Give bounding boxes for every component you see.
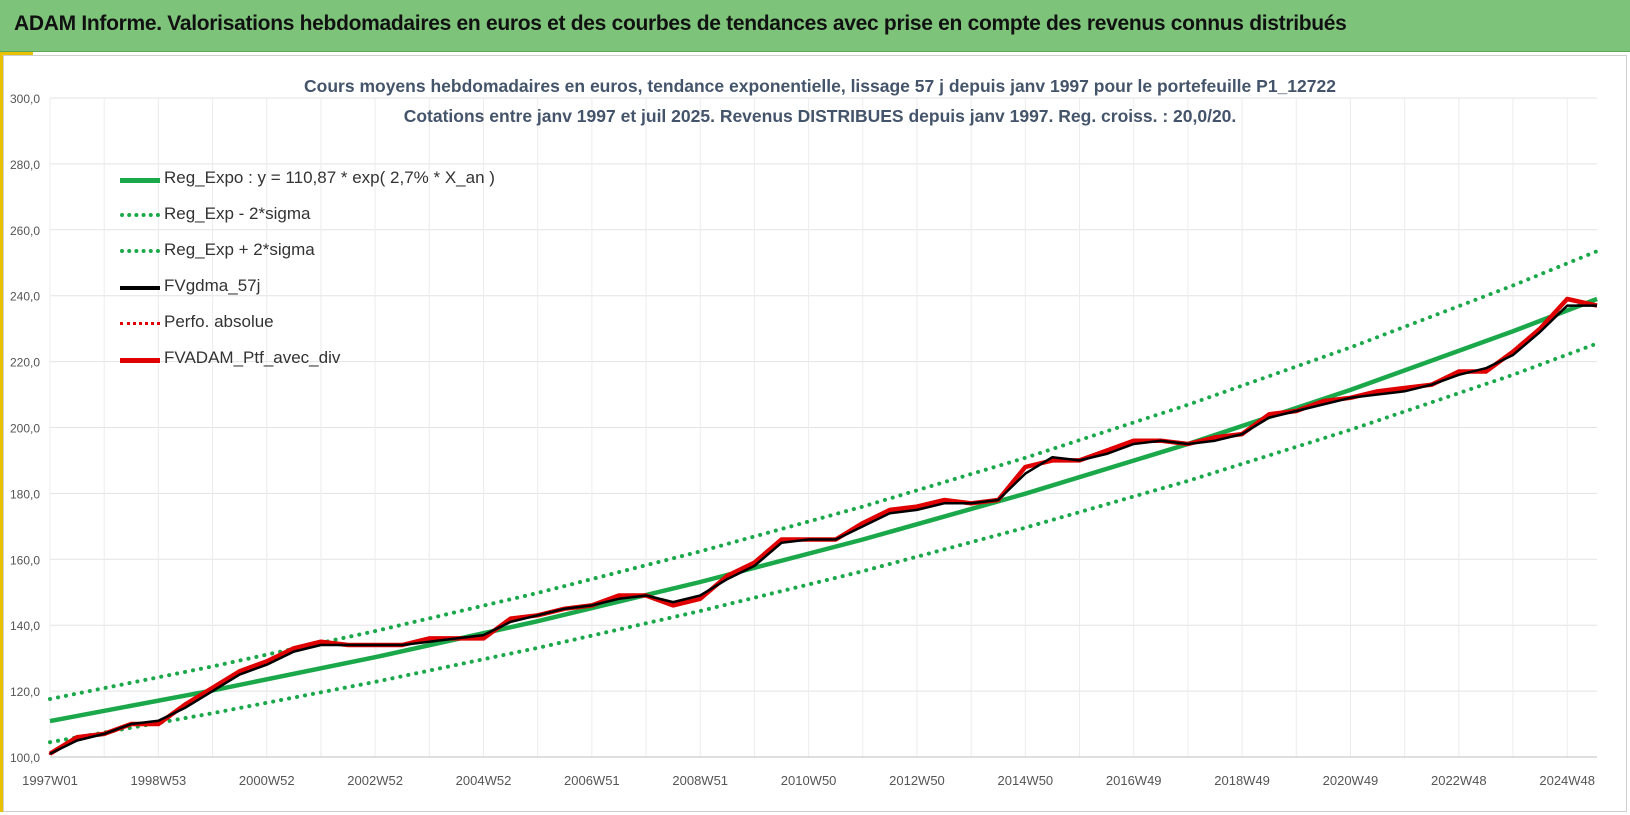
x-tick-label: 2010W50 (781, 773, 837, 788)
legend-swatch (120, 286, 160, 290)
x-tick-label: 2024W48 (1539, 773, 1595, 788)
y-tick-label: 260,0 (10, 224, 40, 238)
x-tick-label: 2014W50 (998, 773, 1054, 788)
x-tick-label: 2000W52 (239, 773, 295, 788)
legend-label: FVgdma_57j (164, 276, 261, 295)
legend-swatch (120, 213, 160, 217)
y-tick-label: 180,0 (10, 487, 40, 501)
y-tick-label: 240,0 (10, 290, 40, 304)
grid-layer (49, 97, 1597, 758)
legend-label: Reg_Expo : y = 110,87 * exp( 2,7% * X_an… (164, 168, 495, 187)
y-tick-label: 120,0 (10, 685, 40, 699)
series-line-1 (48, 341, 1599, 745)
chart-frame (3, 55, 1627, 812)
y-tick-label: 160,0 (10, 553, 40, 567)
series-line-3 (49, 304, 1597, 755)
y-tick-label: 220,0 (10, 356, 40, 370)
legend-label: Reg_Exp + 2*sigma (164, 240, 315, 259)
legend-label: FVADAM_Ptf_avec_div (164, 348, 341, 367)
legend-swatch (120, 249, 160, 253)
chart-title: Cours moyens hebdomadaires en euros, ten… (304, 76, 1336, 96)
series-layer (48, 249, 1599, 756)
x-tick-label: 2020W49 (1323, 773, 1379, 788)
x-tick-label: 2018W49 (1214, 773, 1270, 788)
y-tick-label: 100,0 (10, 751, 40, 765)
y-tick-label: 280,0 (10, 158, 40, 172)
x-tick-label: 2004W52 (456, 773, 512, 788)
x-tick-label: 1997W01 (22, 773, 78, 788)
legend-label: Perfo. absolue (164, 312, 274, 331)
y-tick-label: 300,0 (10, 92, 40, 106)
x-tick-label: 2006W51 (564, 773, 620, 788)
series-line-0 (49, 296, 1598, 724)
y-tick-label: 140,0 (10, 619, 40, 633)
x-tick-label: 2022W48 (1431, 773, 1487, 788)
legend-swatch (120, 178, 160, 183)
x-tick-label: 2012W50 (889, 773, 945, 788)
x-tick-label: 2016W49 (1106, 773, 1162, 788)
legend-swatch (120, 322, 160, 325)
accent-bar-left (0, 52, 3, 812)
x-tick-label: 2002W52 (347, 773, 403, 788)
legend-label: Reg_Exp - 2*sigma (164, 204, 311, 223)
x-tick-label: 2008W51 (672, 773, 728, 788)
series-line-2 (48, 249, 1599, 701)
x-tick-label: 1998W53 (131, 773, 187, 788)
y-tick-label: 200,0 (10, 422, 40, 436)
page-title: ADAM Informe. Valorisations hebdomadaire… (14, 12, 1347, 35)
header-bar: ADAM Informe. Valorisations hebdomadaire… (0, 0, 1630, 52)
chart-subtitle: Cotations entre janv 1997 et juil 2025. … (404, 106, 1237, 126)
axis-layer: 100,0 120,0 140,0 160,0 180,0 200,0 220,0 240,0… (10, 92, 1597, 788)
accent-bar-top (3, 52, 33, 55)
legend-swatch (120, 358, 160, 363)
